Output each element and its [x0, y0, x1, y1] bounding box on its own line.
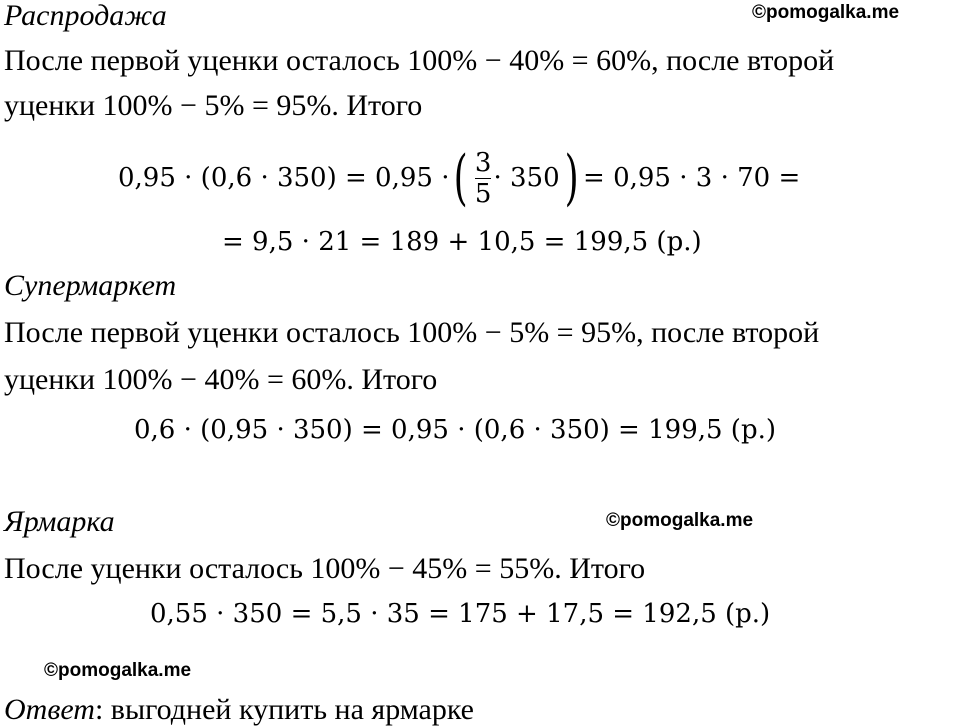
section-title-fair: Ярмарка [4, 505, 115, 538]
answer-label: Ответ [4, 693, 95, 726]
answer-line: Ответ: выгодней купить на ярмарке [4, 692, 474, 727]
answer-text: : выгодней купить на ярмарке [94, 693, 474, 726]
fraction-bar [474, 177, 492, 179]
section-title-sale: Распродажа [4, 0, 167, 32]
text-line: уценки 100% − 5% = 95%. Итого [4, 89, 423, 122]
text-line: уценки 100% − 40% = 60%. Итого [4, 363, 438, 396]
right-paren: ) [564, 143, 579, 213]
text-line: После уценки осталось 100% − 45% = 55%. … [4, 552, 646, 585]
fraction: 3 5 [474, 147, 492, 209]
equation: 0,6 · (0,95 · 350) = 0,95 · (0,6 · 350) … [134, 415, 777, 445]
text-line: После первой уценки осталось 100% − 5% =… [4, 316, 820, 349]
equation-part: = 0,95 · 3 · 70 = [583, 163, 801, 193]
equation-part: · 350 [493, 163, 560, 193]
watermark: ©pomogalka.me [44, 660, 192, 681]
watermark: ©pomogalka.me [752, 2, 900, 23]
fraction-denominator: 5 [474, 178, 492, 209]
section-title-supermarket: Супермаркет [4, 269, 177, 302]
equation-part: 0,95 · (0,6 · 350) = 0,95 · [118, 163, 450, 193]
watermark: ©pomogalka.me [606, 510, 754, 531]
left-paren: ( [454, 143, 469, 213]
equation: 0,55 · 350 = 5,5 · 35 = 175 + 17,5 = 192… [150, 599, 771, 629]
equation: 0,95 · (0,6 · 350) = 0,95 · ( 3 5 · 350 … [118, 142, 800, 214]
fraction-numerator: 3 [474, 147, 492, 178]
equation: = 9,5 · 21 = 189 + 10,5 = 199,5 (р.) [222, 227, 702, 257]
text-line: После первой уценки осталось 100% − 40% … [4, 44, 835, 77]
